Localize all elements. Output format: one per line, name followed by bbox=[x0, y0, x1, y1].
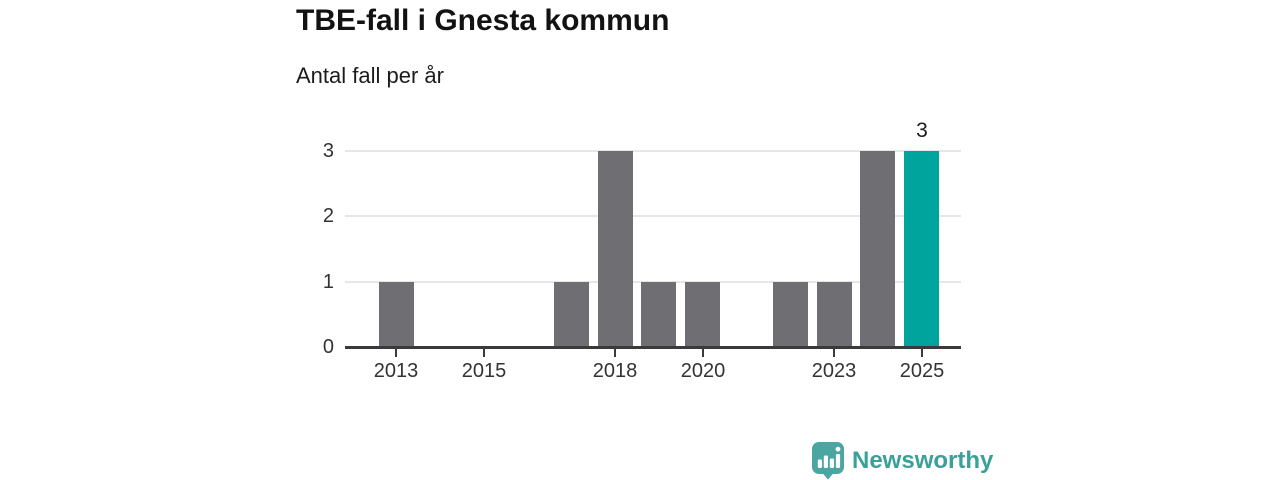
x-tick-mark bbox=[483, 349, 485, 357]
bar-2022 bbox=[773, 282, 808, 347]
bar-2024 bbox=[860, 151, 895, 347]
bar-2025 bbox=[904, 151, 939, 347]
chart-subtitle: Antal fall per år bbox=[296, 63, 444, 88]
x-tick-label: 2015 bbox=[461, 360, 507, 382]
newsworthy-logo[interactable]: Newsworthy bbox=[811, 441, 993, 480]
bar-2019 bbox=[641, 282, 676, 347]
x-tick-mark bbox=[833, 349, 835, 357]
bar-value-label: 3 bbox=[916, 119, 928, 142]
newsworthy-logo-text: Newsworthy bbox=[852, 446, 994, 474]
x-tick-mark bbox=[921, 349, 923, 357]
x-tick-mark bbox=[614, 349, 616, 357]
bar-2023 bbox=[817, 282, 852, 347]
bar-2018 bbox=[598, 151, 633, 347]
bar-chart-speech-bubble-icon bbox=[812, 442, 844, 480]
gridline-2 bbox=[345, 215, 961, 217]
x-tick-label: 2023 bbox=[811, 360, 857, 382]
x-tick-label: 2018 bbox=[592, 360, 638, 382]
gridline-3 bbox=[345, 150, 961, 152]
y-tick-label: 3 bbox=[322, 140, 334, 162]
bar-2020 bbox=[685, 282, 720, 347]
bar-2013 bbox=[379, 282, 414, 347]
y-tick-label: 0 bbox=[322, 336, 334, 358]
chart-title: TBE-fall i Gnesta kommun bbox=[296, 4, 670, 37]
y-tick-label: 1 bbox=[322, 271, 334, 293]
x-tick-mark bbox=[702, 349, 704, 357]
x-tick-label: 2013 bbox=[373, 360, 419, 382]
y-tick-label: 2 bbox=[322, 205, 334, 227]
x-tick-label: 2025 bbox=[899, 360, 945, 382]
x-axis-line bbox=[345, 346, 961, 349]
bar-2017 bbox=[554, 282, 589, 347]
x-tick-mark bbox=[395, 349, 397, 357]
x-tick-label: 2020 bbox=[680, 360, 726, 382]
